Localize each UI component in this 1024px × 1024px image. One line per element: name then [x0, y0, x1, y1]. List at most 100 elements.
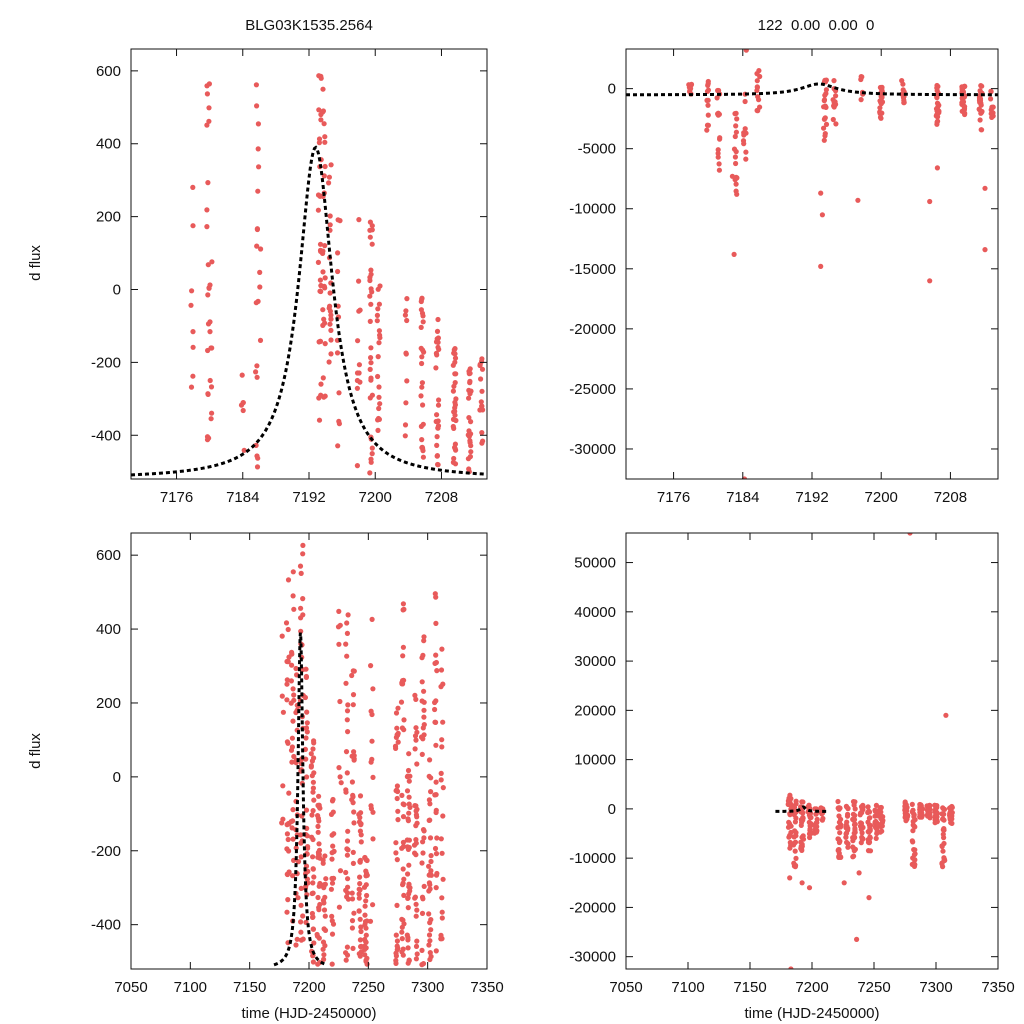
- data-point: [343, 950, 349, 956]
- y-tick-label: -200: [91, 843, 121, 860]
- data-point: [806, 885, 813, 891]
- data-point: [255, 298, 261, 304]
- data-point: [375, 354, 381, 360]
- data-point: [420, 313, 426, 319]
- data-point: [285, 626, 291, 633]
- data-point: [787, 875, 793, 881]
- data-point: [349, 918, 356, 924]
- data-point: [819, 212, 826, 218]
- data-point: [356, 217, 362, 223]
- data-point: [479, 430, 485, 436]
- data-point: [851, 802, 857, 808]
- data-point: [320, 939, 327, 945]
- data-point: [205, 292, 211, 298]
- data-point: [293, 665, 299, 672]
- y-tick-label: 600: [96, 63, 121, 80]
- data-point: [376, 384, 382, 390]
- y-tick-label: -30000: [569, 441, 616, 458]
- data-point: [406, 778, 412, 784]
- data-point: [295, 859, 302, 865]
- data-point: [335, 443, 341, 449]
- data-point: [450, 362, 456, 368]
- data-point: [368, 360, 374, 366]
- data-point: [799, 843, 805, 849]
- data-point: [241, 447, 247, 453]
- data-point: [209, 345, 215, 351]
- data-point: [977, 99, 983, 105]
- data-point: [939, 861, 945, 867]
- data-point: [367, 234, 373, 240]
- data-point: [309, 890, 315, 897]
- data-point: [822, 92, 828, 98]
- data-point: [318, 381, 324, 387]
- data-point: [395, 817, 401, 823]
- data-point: [401, 876, 407, 882]
- x-tick-label: 7200: [359, 489, 392, 506]
- data-point: [822, 103, 828, 109]
- y-tick-label: 20000: [574, 702, 616, 719]
- data-point: [466, 395, 472, 401]
- data-point: [843, 824, 849, 830]
- data-point: [328, 162, 334, 168]
- data-point: [879, 85, 885, 91]
- data-point: [901, 100, 907, 106]
- data-point: [731, 251, 737, 257]
- data-point: [368, 301, 374, 307]
- data-point: [823, 121, 830, 127]
- data-point: [418, 307, 424, 313]
- data-point: [367, 277, 373, 284]
- data-point: [189, 288, 195, 294]
- data-point: [466, 428, 472, 434]
- data-point: [257, 269, 263, 275]
- data-point: [419, 860, 425, 866]
- data-point: [351, 668, 357, 674]
- data-point: [845, 805, 851, 812]
- data-point: [961, 105, 968, 111]
- x-tick-label: 7184: [726, 489, 759, 506]
- data-point: [304, 709, 310, 715]
- data-point: [315, 854, 321, 860]
- data-point: [427, 886, 433, 892]
- x-tick-label: 7192: [795, 489, 828, 506]
- data-point: [743, 130, 749, 136]
- data-point: [331, 831, 337, 837]
- data-point: [255, 455, 261, 461]
- data-point: [414, 761, 420, 767]
- data-point: [757, 73, 763, 80]
- data-point: [363, 939, 369, 945]
- data-point: [822, 115, 828, 121]
- data-point: [934, 817, 940, 823]
- data-point: [290, 593, 296, 599]
- data-point: [284, 739, 290, 745]
- data-point: [403, 351, 409, 357]
- data-point: [989, 104, 995, 110]
- data-point: [363, 925, 369, 931]
- data-point: [335, 268, 341, 275]
- data-point: [909, 861, 915, 868]
- data-point: [435, 402, 442, 408]
- data-point: [322, 139, 328, 145]
- data-point: [337, 622, 343, 628]
- data-point: [438, 932, 444, 939]
- data-point: [933, 804, 939, 811]
- data-point: [835, 836, 841, 842]
- data-point: [393, 745, 399, 752]
- data-point: [370, 809, 376, 815]
- data-point: [256, 164, 262, 170]
- data-point: [879, 828, 885, 834]
- data-point: [715, 154, 721, 160]
- data-point: [432, 591, 438, 597]
- data-point: [428, 789, 434, 795]
- x-tick-label: 7050: [114, 979, 147, 996]
- data-point: [835, 805, 841, 811]
- data-point: [349, 797, 355, 803]
- data-point: [400, 653, 406, 659]
- data-point: [479, 388, 485, 394]
- data-point: [289, 649, 295, 655]
- data-point: [240, 407, 246, 414]
- data-point: [208, 416, 214, 422]
- data-point: [856, 870, 862, 876]
- data-point: [793, 855, 799, 862]
- data-point: [935, 114, 941, 120]
- data-point: [190, 373, 196, 379]
